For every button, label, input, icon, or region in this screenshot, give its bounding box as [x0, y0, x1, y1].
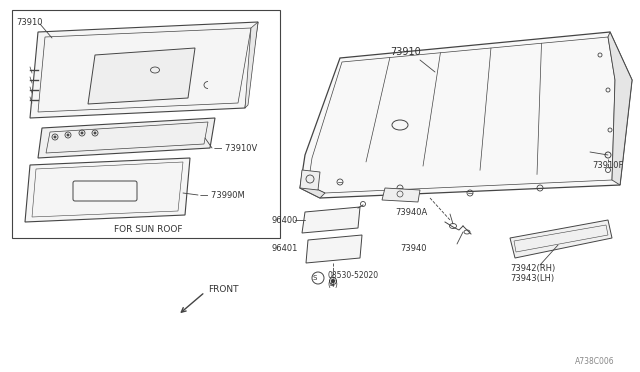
Text: A738C006: A738C006: [575, 357, 615, 366]
Polygon shape: [25, 158, 190, 222]
Circle shape: [332, 279, 335, 282]
Text: 96401: 96401: [272, 244, 298, 253]
Text: (4): (4): [327, 279, 338, 289]
Text: 73940A: 73940A: [395, 208, 428, 217]
Text: 08530-52020: 08530-52020: [327, 272, 378, 280]
Text: 96400: 96400: [272, 215, 298, 224]
Circle shape: [94, 132, 96, 134]
Text: 73910F: 73910F: [592, 160, 623, 170]
Text: S: S: [313, 275, 317, 281]
Text: 73910: 73910: [390, 47, 420, 57]
Text: 73910: 73910: [16, 17, 42, 26]
Polygon shape: [38, 118, 215, 158]
Circle shape: [54, 136, 56, 138]
Polygon shape: [302, 207, 360, 233]
Polygon shape: [382, 188, 420, 202]
Circle shape: [81, 132, 83, 134]
Text: — 73910V: — 73910V: [214, 144, 257, 153]
Polygon shape: [608, 32, 632, 185]
Text: 73943(LH): 73943(LH): [510, 273, 554, 282]
Text: 73942(RH): 73942(RH): [510, 263, 556, 273]
Text: — 73990M: — 73990M: [200, 190, 244, 199]
Text: FOR SUN ROOF: FOR SUN ROOF: [114, 225, 182, 234]
Polygon shape: [300, 185, 325, 198]
Circle shape: [67, 134, 69, 136]
Bar: [12, 10, 280, 238]
Polygon shape: [245, 22, 258, 108]
Polygon shape: [30, 22, 258, 118]
Polygon shape: [300, 32, 632, 198]
Polygon shape: [88, 48, 195, 104]
Polygon shape: [510, 220, 612, 258]
Polygon shape: [300, 170, 320, 190]
Text: 73940: 73940: [400, 244, 426, 253]
Text: FRONT: FRONT: [208, 285, 239, 294]
Polygon shape: [306, 235, 362, 263]
